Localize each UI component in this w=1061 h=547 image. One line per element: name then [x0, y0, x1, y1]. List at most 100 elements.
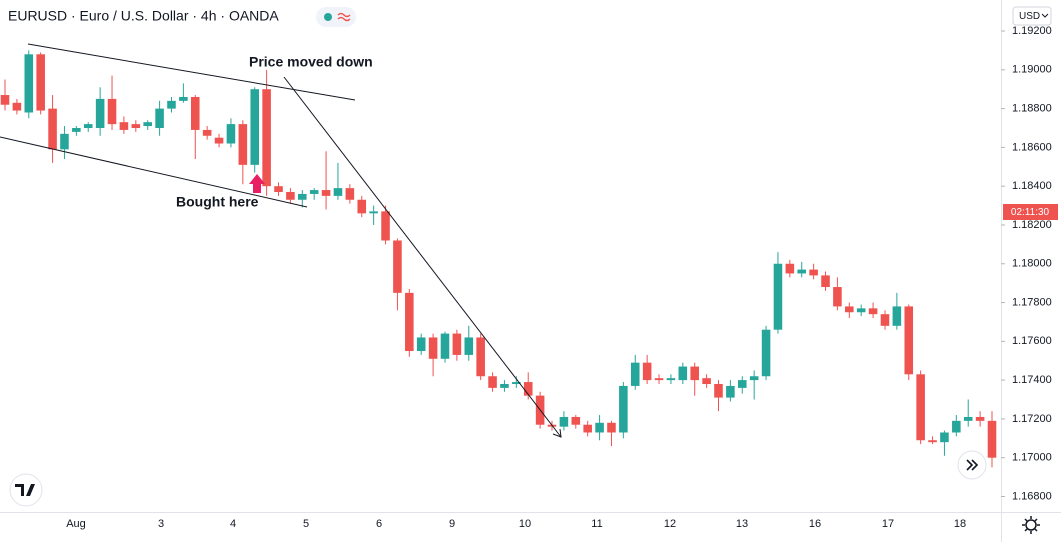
- y-tick-label: 1.17600: [1012, 335, 1052, 347]
- annotation: Bought here: [176, 194, 259, 210]
- candle-body: [202, 129, 212, 136]
- candle-body: [678, 366, 688, 381]
- x-tick-label: 10: [519, 518, 531, 530]
- countdown: 02:11:30: [1011, 207, 1050, 218]
- x-tick-label: 17: [882, 518, 894, 530]
- candle-body: [928, 440, 937, 443]
- candle-body: [892, 306, 902, 326]
- candle-body: [286, 192, 295, 200]
- candle-body: [666, 378, 676, 381]
- candle-body: [583, 424, 592, 433]
- candle-body: [845, 306, 854, 313]
- candle-body: [595, 422, 604, 433]
- candle-body: [773, 263, 783, 330]
- x-tick-label: 5: [303, 518, 309, 530]
- candle-body: [809, 269, 818, 276]
- candle-body: [630, 362, 640, 386]
- candle-body: [12, 102, 22, 111]
- trend-line: [0, 136, 308, 208]
- candle-body: [868, 308, 878, 315]
- y-tick-label: 1.17200: [1012, 413, 1052, 425]
- candle-body: [0, 95, 10, 105]
- candle-body: [737, 380, 747, 388]
- candle-body: [500, 384, 509, 388]
- candle-body: [405, 292, 414, 352]
- x-tick-label: 6: [376, 518, 382, 530]
- candle-body: [393, 240, 402, 293]
- candle-body: [262, 89, 271, 187]
- candle-body: [476, 337, 485, 377]
- y-tick-label: 1.18400: [1012, 180, 1052, 192]
- candle-body: [512, 382, 521, 384]
- y-tick-label: 1.17800: [1012, 296, 1052, 308]
- candle-body: [642, 362, 652, 381]
- candle-body: [749, 376, 759, 381]
- candle-body: [987, 420, 997, 458]
- x-tick-label: 12: [664, 518, 676, 530]
- symbol-title: EURUSD · Euro / U.S. Dollar · 4h · OANDA: [8, 8, 279, 24]
- x-tick-label: 4: [230, 518, 236, 530]
- candle-body: [95, 98, 105, 128]
- candle-body: [523, 382, 533, 396]
- x-tick-label: 13: [736, 518, 748, 530]
- settings-spokes: [1022, 516, 1040, 534]
- candle-body: [298, 193, 307, 200]
- candle-body: [821, 275, 830, 288]
- x-tick-label: 11: [591, 518, 602, 530]
- candle-body: [333, 188, 343, 196]
- candle-body: [690, 366, 699, 381]
- candle-body: [309, 190, 319, 194]
- candle-body: [440, 333, 450, 359]
- candle-body: [238, 124, 248, 165]
- settings-icon[interactable]: [1025, 519, 1037, 531]
- candle-body: [571, 416, 581, 425]
- candle-body: [607, 422, 616, 433]
- candle-body: [167, 100, 176, 109]
- candle-body: [131, 124, 141, 128]
- candle-body: [381, 211, 390, 241]
- currency-label: USD: [1019, 11, 1040, 22]
- candle-body: [250, 89, 260, 165]
- candle-body: [321, 190, 331, 196]
- y-tick-label: 1.18000: [1012, 258, 1052, 270]
- candle-body: [107, 98, 117, 125]
- status-dot: [324, 13, 332, 21]
- trend-line: [27, 43, 356, 101]
- candle-body: [36, 54, 45, 111]
- chevron-icon: [966, 459, 979, 471]
- candle-body: [464, 337, 474, 355]
- candle-body: [119, 122, 129, 130]
- y-tick-label: 1.18800: [1012, 103, 1052, 115]
- currency-button[interactable]: [1012, 6, 1052, 26]
- candle-body: [952, 420, 961, 433]
- logo[interactable]: [9, 473, 43, 507]
- candle-body: [452, 333, 462, 355]
- x-tick-label: 3: [158, 518, 164, 530]
- candle-body: [975, 416, 985, 421]
- candle-body: [274, 186, 283, 192]
- x-tick-label: 16: [809, 518, 821, 530]
- candle-body: [856, 308, 866, 313]
- candle-body: [48, 108, 57, 150]
- status-badge[interactable]: [316, 7, 356, 27]
- candle-body: [60, 133, 69, 150]
- candle-body: [880, 314, 890, 326]
- logo-mark: [15, 484, 35, 496]
- candle-body: [488, 376, 497, 388]
- candle-body: [143, 122, 152, 127]
- x-tick-label: 18: [954, 518, 966, 530]
- candle-body: [345, 188, 355, 200]
- candle-body: [726, 385, 735, 398]
- candle-body: [797, 269, 807, 274]
- x-tick-label: 9: [449, 518, 455, 530]
- candle-body: [714, 384, 723, 398]
- candle-body: [785, 263, 795, 274]
- candle-body: [226, 124, 236, 144]
- candle-body: [214, 137, 224, 144]
- arrow-line: [283, 76, 562, 438]
- candle-body: [761, 329, 771, 377]
- candle-body: [72, 128, 81, 132]
- y-tick-label: 1.16800: [1012, 490, 1052, 502]
